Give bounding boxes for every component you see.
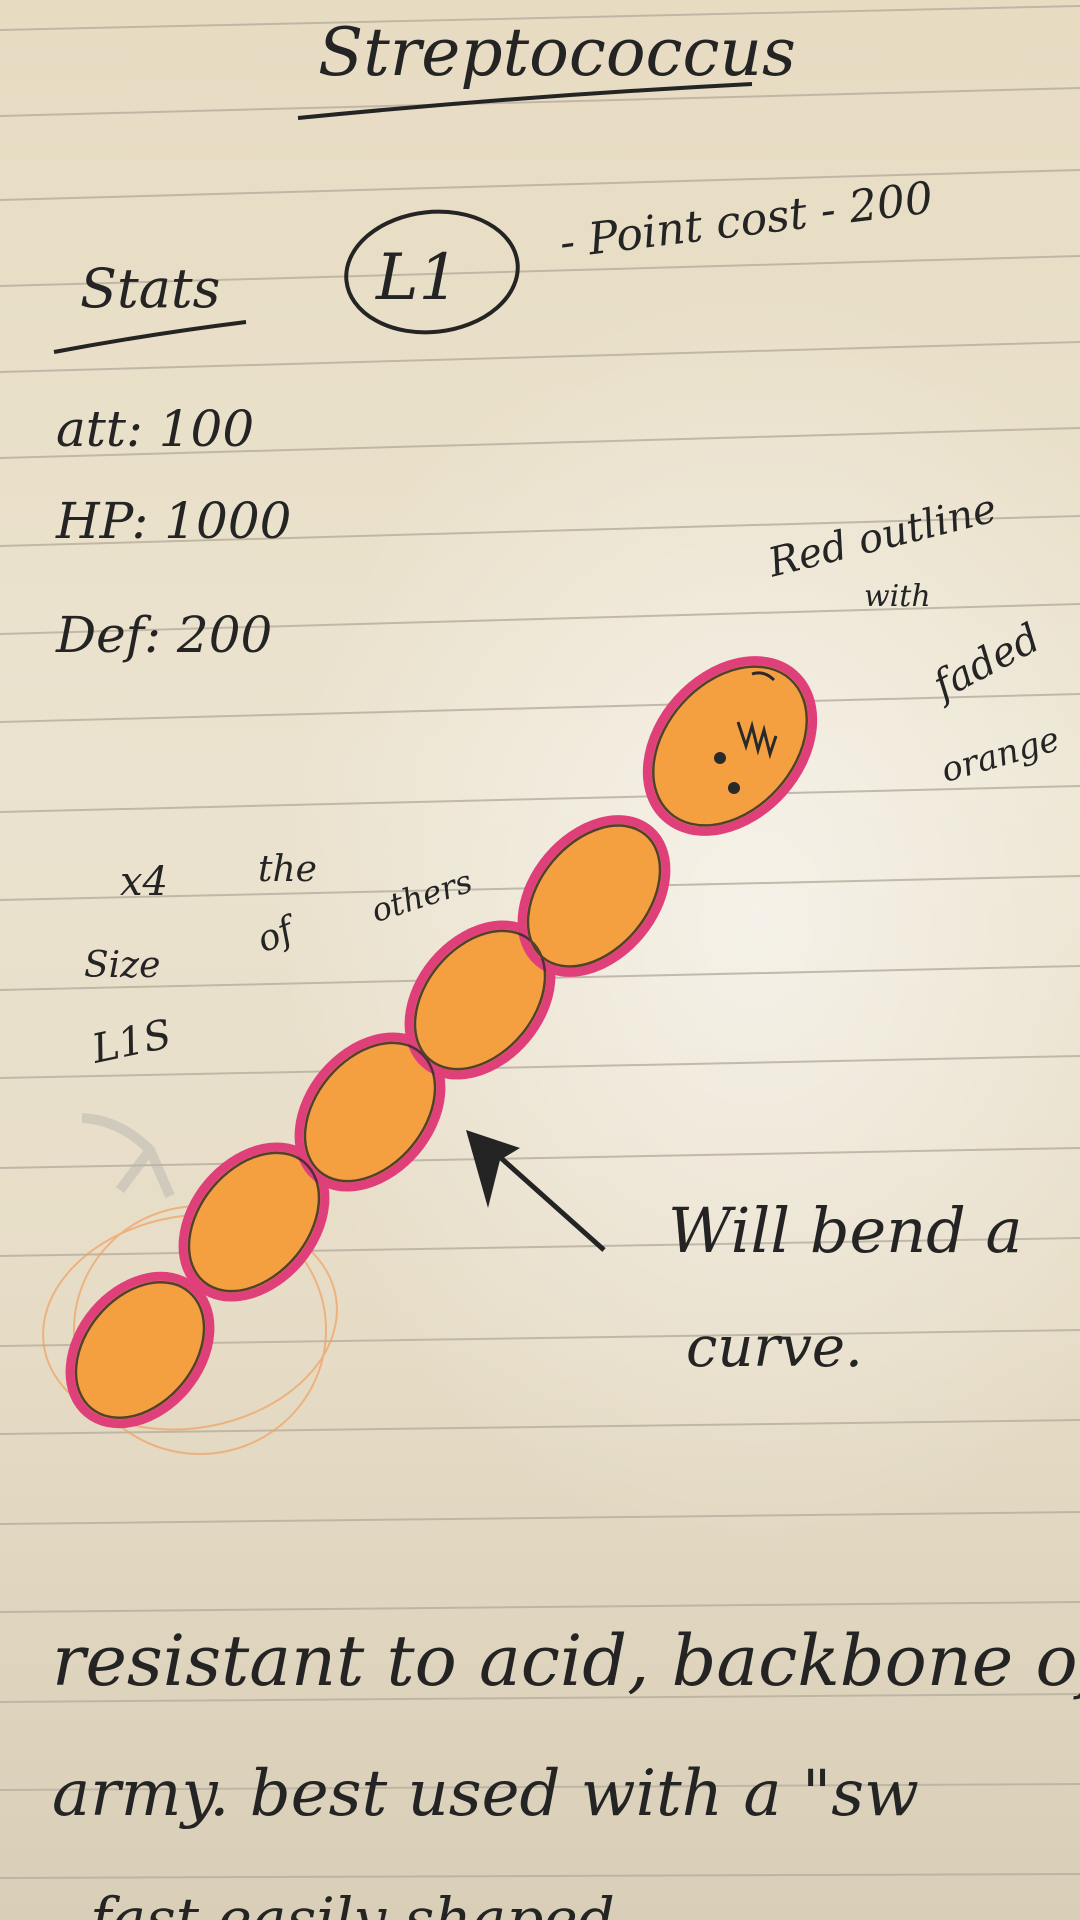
- face-icon: [714, 671, 778, 794]
- description-line-2: army. best used with a "sw: [52, 1757, 919, 1831]
- chain-inner-outline: [74, 665, 808, 1420]
- stat-attack: att: 100: [56, 400, 255, 458]
- note-will-bend: Will bend a: [668, 1194, 1023, 1267]
- coccus-head: [642, 656, 818, 836]
- description-line-1: resistant to acid, backbone of: [52, 1620, 1080, 1702]
- ruled-lines: [0, 5, 1080, 1879]
- page-title: Streptococcus: [318, 14, 796, 91]
- note-curve: curve.: [686, 1315, 863, 1380]
- title-underline: [297, 82, 753, 120]
- stats-underline: [53, 320, 247, 354]
- coccus-1: [65, 1271, 215, 1429]
- level-badge: L1: [376, 241, 460, 315]
- level-circle: [344, 209, 520, 335]
- stat-defense: Def: 200: [56, 606, 273, 664]
- note-size-x4: x4: [120, 859, 169, 905]
- note-red-with: with: [864, 579, 931, 614]
- stats-heading: Stats: [80, 257, 221, 320]
- arrow-icon: [466, 1130, 606, 1252]
- description-line-3: fast easily shaped: [90, 1885, 615, 1920]
- note-size-the: the: [258, 849, 317, 890]
- coccus-5: [517, 815, 671, 977]
- pencil-smudge: [81, 1113, 175, 1198]
- stat-hp: HP: 1000: [56, 492, 292, 550]
- note-size-size: Size: [84, 945, 161, 986]
